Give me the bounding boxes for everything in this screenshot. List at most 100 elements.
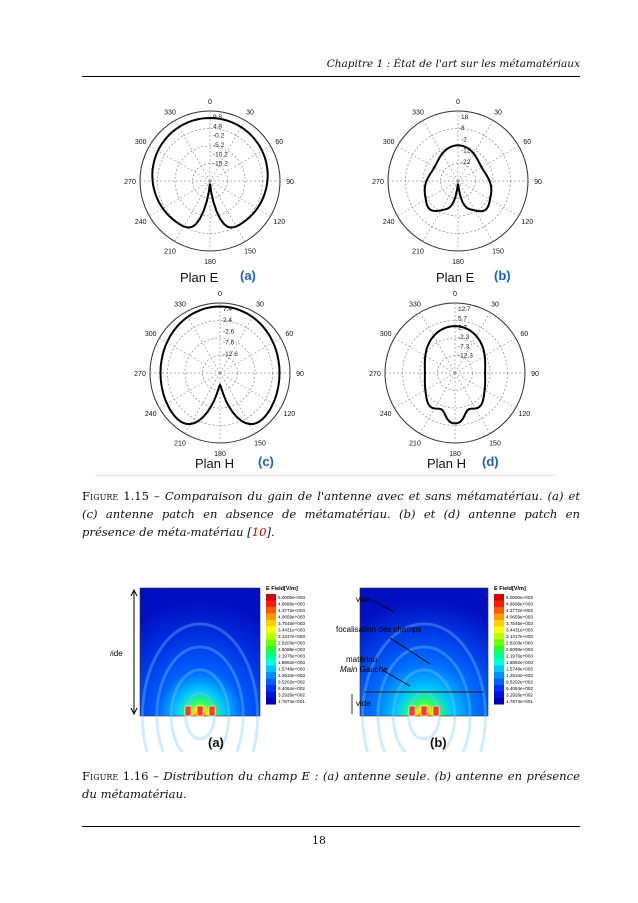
- angle-tick-label: 210: [174, 440, 186, 447]
- field-wave-ring: [155, 645, 245, 752]
- ring-value-label: 4.8: [213, 123, 222, 130]
- legend-value: 2.1976e+003: [506, 654, 533, 659]
- caption-label: Figure 1.15 –: [82, 489, 160, 503]
- angle-tick-label: 330: [164, 110, 176, 117]
- ring-value-label: 8: [461, 125, 465, 132]
- figure-1-16-caption: Figure 1.16 – Distribution du champ E : …: [82, 767, 580, 803]
- angle-tick-label: 150: [489, 440, 501, 447]
- ring-value-label: -2: [461, 136, 467, 143]
- panel-tag-a: (a): [240, 268, 256, 283]
- angle-tick-label: 120: [518, 411, 530, 418]
- angle-tick-label: 210: [409, 440, 421, 447]
- ring-value-label: -2.6: [223, 328, 235, 335]
- legend-value: 1.8862e+003: [278, 660, 305, 665]
- legend-swatch: [266, 639, 276, 646]
- ring-value-label: -7.6: [223, 340, 235, 347]
- legend-title: E Field[V/m]: [494, 586, 526, 592]
- ring-value-label: 18: [461, 114, 469, 121]
- antenna-feed: [420, 705, 428, 717]
- legend-swatch: [494, 652, 504, 659]
- label-materiau: matériau: [346, 655, 377, 664]
- angle-tick-label: 210: [164, 248, 176, 255]
- angle-tick-label: 180: [214, 451, 226, 458]
- legend-swatch: [494, 594, 504, 601]
- header-rule: [82, 76, 580, 77]
- polar-panel-a: 0 30 60 90 120 150 180 210 240 270 300 330 9.8 4.8 -0.…: [124, 99, 294, 266]
- legend-value: 5.0000e+003: [506, 595, 533, 600]
- angle-tick-label: 90: [286, 179, 294, 186]
- plan-label-d: Plan H: [427, 456, 467, 471]
- ring-value-label: 5.7: [458, 315, 467, 322]
- page-number: 18: [312, 834, 326, 847]
- legend-swatch: [266, 600, 276, 607]
- legend-value: 9.5202e+002: [506, 680, 533, 685]
- angle-tick-label: 150: [492, 248, 504, 255]
- angle-tick-label: 120: [521, 219, 533, 226]
- angle-tick-label: 300: [135, 139, 147, 146]
- legend-swatch: [266, 691, 276, 698]
- polar-panel-d: 030609012015018021024027030033012.75.72.…: [369, 291, 539, 458]
- legend-swatch: [494, 672, 504, 679]
- legend-value: 2.1976e+003: [278, 654, 305, 659]
- angle-tick-label: 180: [204, 259, 216, 266]
- citation-ref[interactable]: 10: [251, 525, 267, 539]
- angle-tick-label: 270: [369, 371, 381, 378]
- legend-value: 4.6666e+003: [506, 602, 533, 607]
- legend-value: 5.0000e+003: [278, 595, 305, 600]
- polar-spoke: [184, 312, 221, 374]
- running-header: Chapitre 1 : État de l'art sur les métam…: [326, 58, 580, 70]
- legend-swatch: [494, 613, 504, 620]
- field-wave-ring: [407, 691, 441, 741]
- legend-value: 2.8203e+003: [506, 641, 533, 646]
- panel-tag-b: (b): [494, 268, 511, 283]
- legend-swatch: [266, 652, 276, 659]
- ring-value-label: 9.8: [213, 114, 222, 121]
- polar-spoke: [422, 120, 459, 182]
- polar-ring: [419, 337, 491, 409]
- legend-value: 1.7874e+001: [278, 699, 305, 704]
- legend-value: 4.3772e+003: [278, 608, 305, 613]
- legend-swatch: [266, 672, 276, 679]
- legend-value: 4.3772e+003: [506, 608, 533, 613]
- angle-tick-label: 90: [531, 371, 539, 378]
- field-map-b: [359, 587, 489, 717]
- polar-spoke: [159, 372, 221, 409]
- legend-swatch: [494, 626, 504, 633]
- polar-spoke: [457, 180, 519, 217]
- legend-swatch: [494, 607, 504, 614]
- angle-tick-label: 120: [283, 411, 295, 418]
- angle-tick-label: 90: [534, 179, 542, 186]
- angle-tick-label: 120: [273, 219, 285, 226]
- ring-value-label: -2.3: [458, 334, 470, 341]
- field-wave-ring: [376, 645, 472, 752]
- legend-value: 6.4064e+002: [278, 686, 305, 691]
- angle-tick-label: 60: [285, 331, 293, 338]
- legend-swatch: [494, 633, 504, 640]
- legend-swatch: [266, 594, 276, 601]
- radiation-pattern-curve: [423, 144, 493, 213]
- angle-tick-label: 150: [244, 248, 256, 255]
- label-vide-bottom: vide: [356, 699, 371, 708]
- angle-tick-label: 60: [520, 331, 528, 338]
- radiation-pattern-curve: [151, 116, 269, 229]
- legend-value: 3.1317e+003: [278, 634, 305, 639]
- legend-value: 6.4064e+002: [506, 686, 533, 691]
- angle-tick-label: 270: [124, 179, 136, 186]
- angle-tick-label: 300: [383, 139, 395, 146]
- ring-value-label: -22: [461, 159, 471, 166]
- legend-value: 3.4431e+003: [506, 628, 533, 633]
- angle-tick-label: 30: [246, 110, 254, 117]
- legend-value: 3.4431e+003: [278, 628, 305, 633]
- angle-tick-label: 330: [412, 110, 424, 117]
- ring-value-label: -5.2: [213, 142, 225, 149]
- legend-value: 1.5748e+003: [506, 667, 533, 672]
- field-wave-ring: [361, 622, 487, 752]
- pointer-line: [371, 599, 395, 613]
- polar-panel-c: 0 30 60 90 120 150 180 210 240 270 300 330 7.4 2.4 -2.…: [134, 291, 304, 458]
- legend-value: 3.2926e+002: [278, 693, 305, 698]
- antenna-feed: [184, 705, 192, 717]
- polar-spoke: [149, 180, 211, 217]
- arrow-heads: [130, 588, 138, 716]
- ring-value-label: -10.2: [213, 151, 228, 158]
- legend-swatch: [494, 691, 504, 698]
